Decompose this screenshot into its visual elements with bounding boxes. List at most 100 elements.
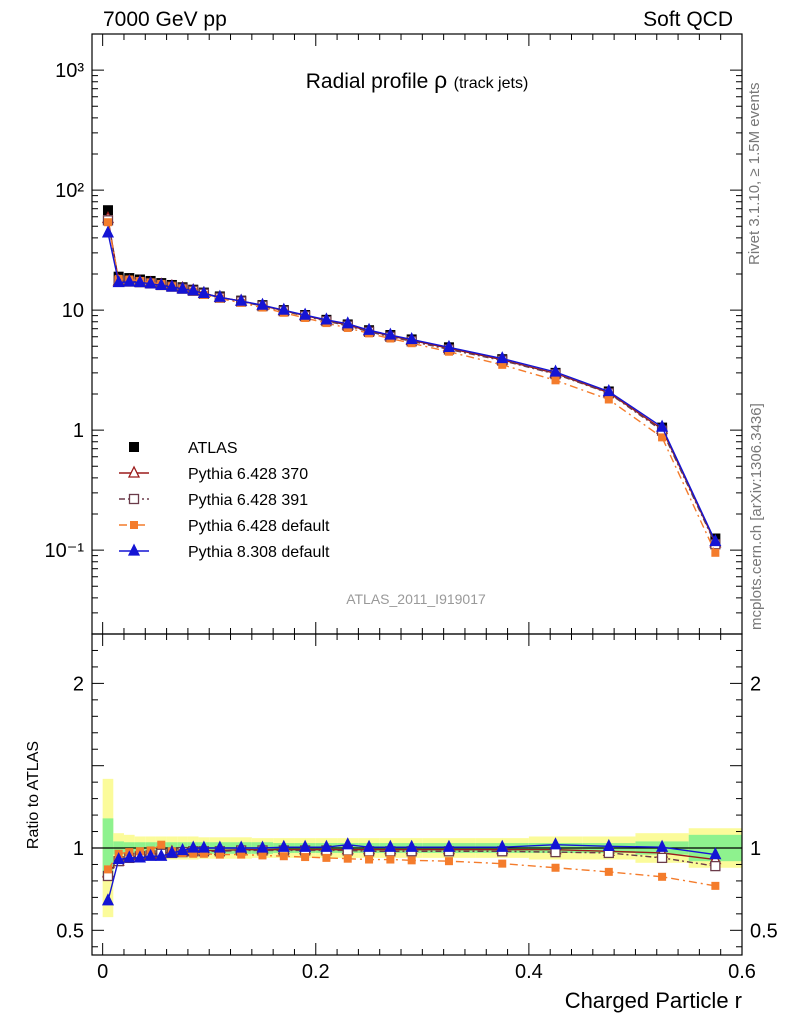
main-y-tick-label: 10² — [55, 180, 84, 202]
main-point-pythia-8-308-default — [197, 285, 210, 298]
ratio-point-pythia-8-308-default — [112, 852, 125, 865]
main-y-tick-label: 10⁻¹ — [45, 540, 85, 562]
ratio-point-pythia-8-308-default — [101, 893, 115, 906]
ratio-point-pythia-8-308-default — [320, 839, 333, 852]
x-tick-label: 0.4 — [515, 961, 543, 983]
main-point-pythia-8-308-default — [549, 364, 562, 377]
ratio-y-tick-label-right: 2 — [750, 673, 761, 695]
main-point-pythia-6-428-default — [551, 376, 560, 385]
legend-item-pythia-8-308-default-marker — [127, 543, 141, 556]
legend-item-atlas-label: ATLAS — [188, 440, 238, 457]
ratio-point-pythia-6-428-default — [407, 856, 416, 865]
ratio-point-pythia-8-308-default — [341, 837, 354, 850]
ratio-point-pythia-8-308-default — [235, 840, 248, 853]
ratio-point-pythia-6-428-default — [237, 850, 246, 859]
main-point-pythia-8-308-default — [235, 293, 248, 306]
chart-title-suffix: (track jets) — [454, 75, 529, 92]
ratio-series-lines — [101, 837, 722, 906]
main-point-pythia-8-308-default — [187, 283, 200, 296]
ratio-point-pythia-8-308-default — [197, 840, 210, 853]
plot-frames — [91, 33, 743, 956]
ratio-point-pythia-6-428-default — [189, 849, 198, 858]
main-point-pythia-8-308-default — [320, 312, 333, 325]
main-series-lines — [101, 205, 722, 557]
ratio-panel-frame — [91, 633, 743, 956]
chart-title: Radial profile ρ (track jets) — [306, 67, 529, 93]
x-tick-label: 0.2 — [302, 961, 330, 983]
analysis-tag: ATLAS_2011_I919017 — [346, 591, 486, 607]
main-point-pythia-8-308-default — [341, 316, 354, 329]
ratio-point-pythia-8-308-default — [496, 839, 509, 852]
axis-texts: 10⁻¹ 1 10 10² 10³ 0.5 0.5 1 1 2 2 0 0.2 0.4 0.6 Charged… — [25, 60, 778, 1013]
main-point-pythia-6-428-default — [498, 360, 507, 369]
ratio-point-pythia-6-428-default — [215, 850, 224, 859]
chart-title-main: Radial profile — [306, 70, 434, 93]
main-point-pythia-6-428-default — [711, 548, 720, 557]
ratio-point-pythia-8-308-default — [155, 848, 168, 861]
ratio-point-pythia-6-428-default — [301, 853, 310, 862]
main-point-pythia-8-308-default — [133, 275, 147, 288]
ratio-y-tick-label: 2 — [73, 673, 84, 695]
ratio-point-pythia-6-428-default — [386, 855, 395, 864]
ratio-point-pythia-6-428-default — [498, 859, 507, 868]
ratio-point-pythia-8-308-default — [165, 845, 178, 858]
main-point-pythia-6-428-default — [103, 218, 112, 227]
main-point-pythia-8-308-default — [123, 274, 136, 287]
ratio-point-pythia-8-308-default — [187, 840, 200, 853]
x-tick-label: 0 — [97, 961, 108, 983]
main-point-pythia-6-428-default — [604, 395, 613, 404]
ratio-point-pythia-8-308-default — [144, 848, 157, 861]
x-axis-label: Charged Particle r — [565, 988, 742, 1013]
main-point-pythia-8-308-default — [496, 351, 509, 364]
ratio-point-pythia-6-428-default — [365, 855, 374, 864]
ratio-point-pythia-8-308-default — [549, 837, 562, 850]
ratio-point-pythia-6-428-default — [444, 857, 453, 866]
main-point-pythia-8-308-default — [213, 289, 226, 302]
ratio-point-pythia-6-428-391 — [710, 860, 721, 872]
main-point-pythia-6-428-default — [658, 433, 667, 442]
main-point-pythia-8-308-default — [656, 419, 669, 432]
ratio-point-pythia-8-308-default — [133, 850, 147, 863]
legend-item-pythia-6-428-370-marker — [127, 465, 141, 478]
ratio-y-tick-label-right: 0.5 — [750, 920, 778, 942]
ratio-point-pythia-8-308-default — [277, 839, 290, 852]
ratio-point-pythia-6-428-default — [551, 863, 560, 872]
header-right: Soft QCD — [643, 8, 733, 31]
ratio-y-tick-label-right: 1 — [750, 838, 761, 860]
ratio-point-pythia-8-308-default — [602, 838, 615, 852]
main-point-pythia-8-308-default — [101, 225, 115, 238]
main-y-tick-label: 10 — [62, 300, 84, 322]
main-point-pythia-8-308-default — [442, 339, 456, 352]
ratio-point-pythia-8-308-default — [405, 839, 418, 852]
ratio-point-pythia-8-308-default — [213, 840, 226, 853]
legend-item-pythia-6-428-default-marker — [130, 521, 138, 529]
ratio-point-pythia-8-308-default — [709, 847, 722, 860]
ratio-point-pythia-6-428-default — [258, 851, 267, 860]
main-y-tick-label: 1 — [73, 420, 84, 442]
ratio-point-pythia-6-428-391 — [656, 852, 668, 864]
ratio-point-pythia-8-308-default — [442, 839, 456, 852]
main-y-tick-label: 10³ — [55, 60, 84, 82]
ratio-point-pythia-6-428-default — [199, 849, 208, 858]
main-point-pythia-8-308-default — [405, 331, 418, 345]
x-tick-label: 0.6 — [728, 961, 756, 983]
ratio-line-pythia-6-428-default — [107, 843, 716, 887]
ratio-point-pythia-6-428-default — [103, 865, 112, 874]
main-point-pythia-8-308-default — [362, 322, 376, 335]
ratio-point-pythia-6-428-default — [157, 840, 166, 849]
ratio-point-pythia-6-428-default — [658, 872, 667, 881]
legend-item-pythia-8-308-default-label: Pythia 8.308 default — [188, 544, 330, 561]
ratio-point-pythia-6-428-default — [604, 867, 613, 876]
chart-title-symbol: ρ — [434, 67, 453, 93]
main-point-pythia-8-308-default — [144, 276, 157, 289]
ratio-point-pythia-8-308-default — [384, 839, 397, 852]
legend: ATLAS Pythia 6.428 370 Pythia 6.428 391 Pyt… — [119, 440, 330, 561]
main-point-pythia-8-308-default — [384, 327, 397, 340]
ratio-point-pythia-8-308-default — [299, 839, 312, 852]
main-point-pythia-8-308-default — [277, 302, 290, 315]
ratio-point-pythia-6-428-default — [279, 852, 288, 861]
main-point-pythia-8-308-default — [155, 277, 168, 290]
main-point-pythia-8-308-default — [299, 307, 312, 320]
ratio-point-pythia-8-308-default — [176, 843, 189, 856]
